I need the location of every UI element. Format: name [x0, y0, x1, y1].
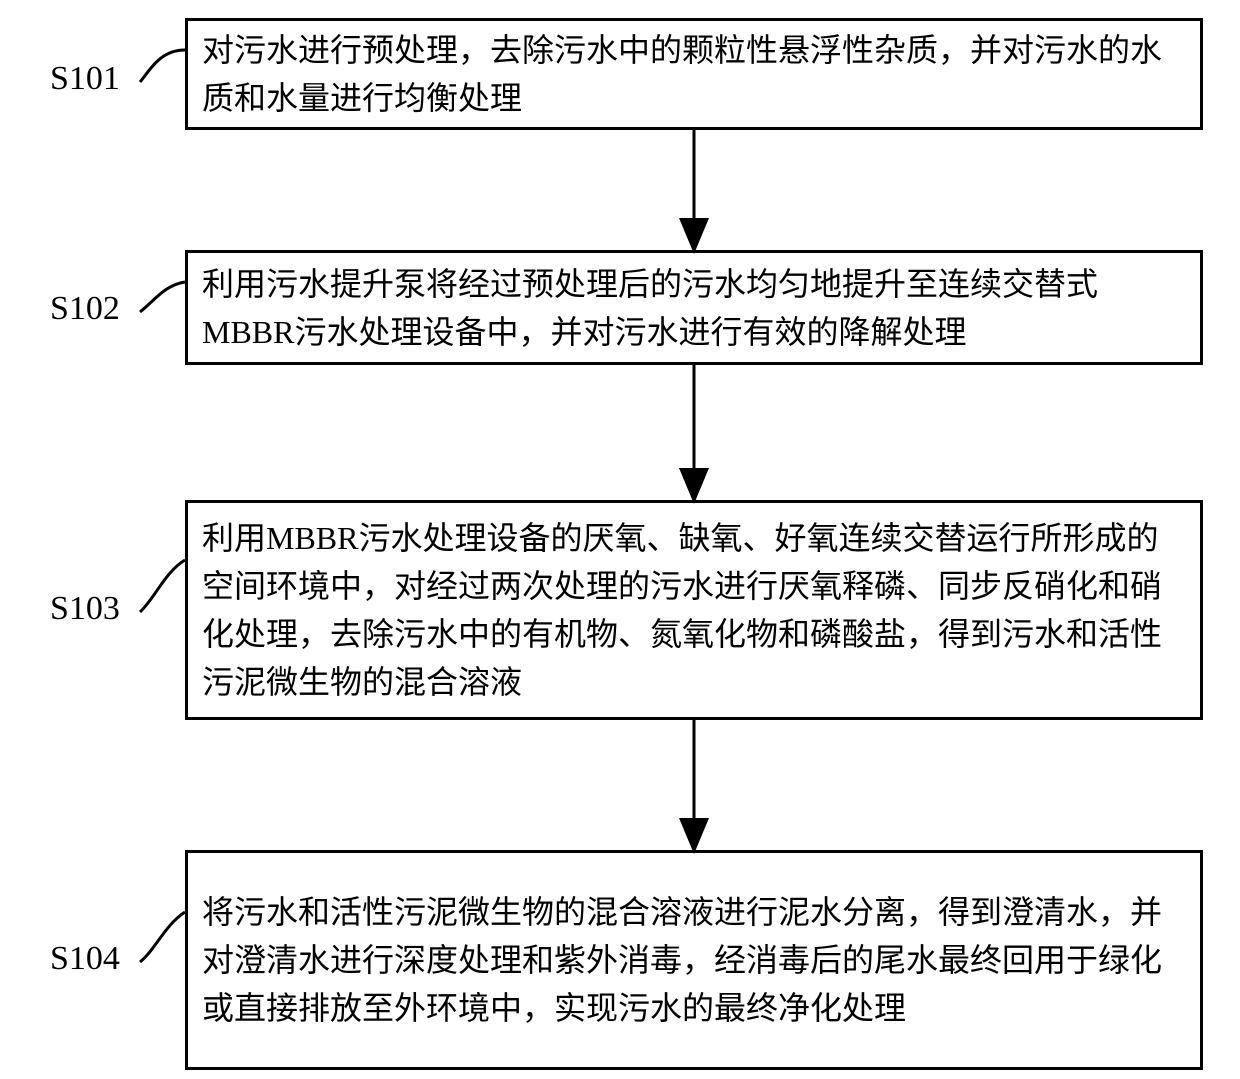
step-box-s104: 将污水和活性污泥微生物的混合溶液进行泥水分离，得到澄清水，并对澄清水进行深度处理… — [185, 850, 1203, 1070]
label-connector-s101 — [140, 50, 185, 82]
label-connector-s103 — [140, 560, 185, 612]
step-text-s104: 将污水和活性污泥微生物的混合溶液进行泥水分离，得到澄清水，并对澄清水进行深度处理… — [202, 888, 1186, 1032]
label-connector-s102 — [140, 282, 185, 312]
step-box-s101: 对污水进行预处理，去除污水中的颗粒性悬浮性杂质，并对污水的水质和水量进行均衡处理 — [185, 18, 1203, 130]
step-label-s103: S103 — [50, 590, 120, 628]
step-text-s101: 对污水进行预处理，去除污水中的颗粒性悬浮性杂质，并对污水的水质和水量进行均衡处理 — [202, 26, 1186, 122]
step-box-s103: 利用MBBR污水处理设备的厌氧、缺氧、好氧连续交替运行所形成的空间环境中，对经过… — [185, 500, 1203, 720]
step-label-s102: S102 — [50, 290, 120, 328]
step-box-s102: 利用污水提升泵将经过预处理后的污水均匀地提升至连续交替式MBBR污水处理设备中，… — [185, 250, 1203, 365]
step-label-s101: S101 — [50, 60, 120, 98]
flowchart-canvas: S101 对污水进行预处理，去除污水中的颗粒性悬浮性杂质，并对污水的水质和水量进… — [0, 0, 1240, 1079]
step-text-s102: 利用污水提升泵将经过预处理后的污水均匀地提升至连续交替式MBBR污水处理设备中，… — [202, 260, 1186, 356]
label-connector-s104 — [140, 912, 185, 962]
step-label-s104: S104 — [50, 940, 120, 978]
step-text-s103: 利用MBBR污水处理设备的厌氧、缺氧、好氧连续交替运行所形成的空间环境中，对经过… — [202, 514, 1186, 706]
